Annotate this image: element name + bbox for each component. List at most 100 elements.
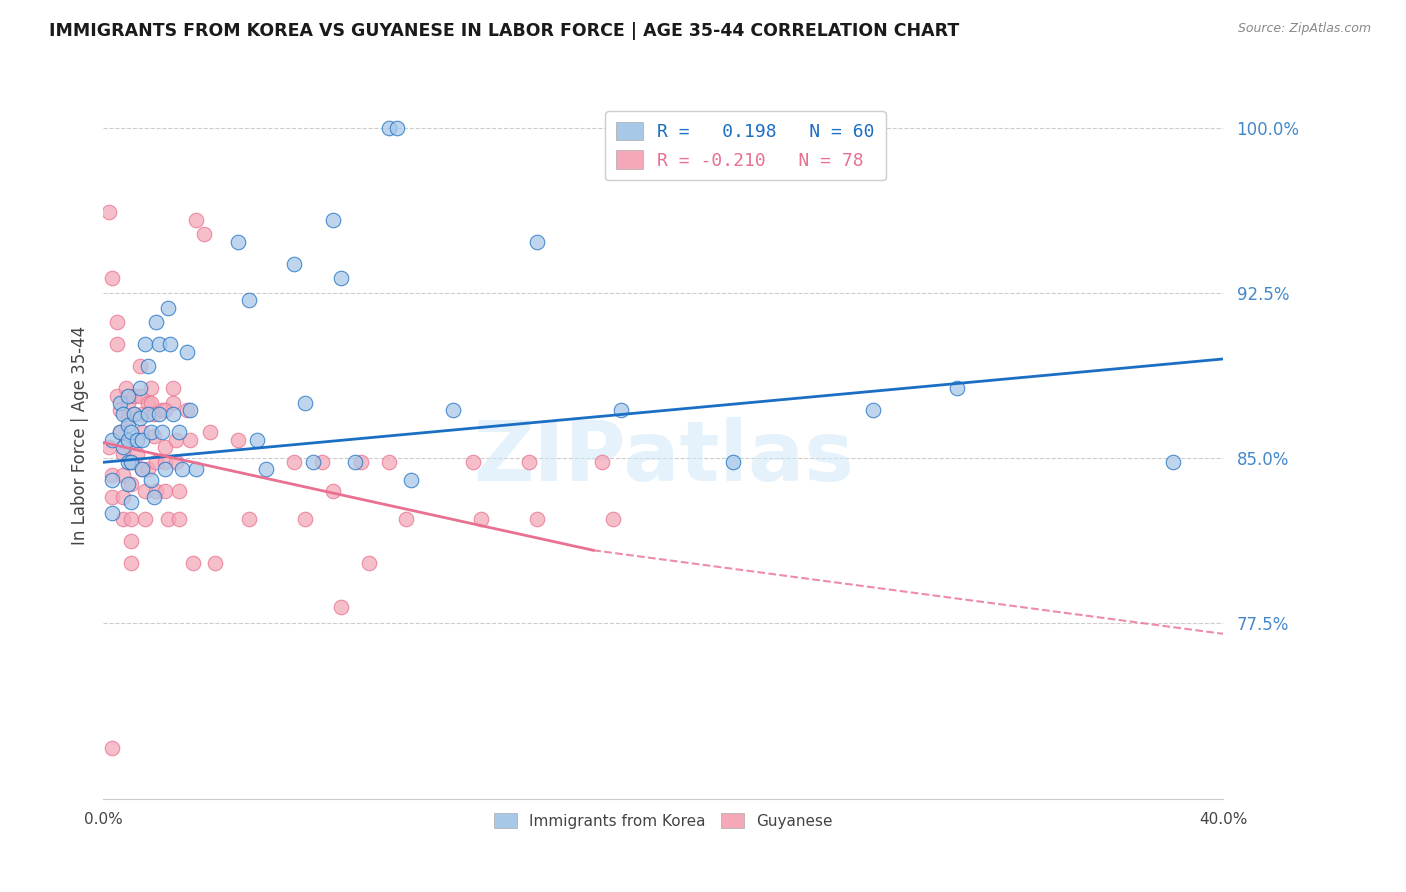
Point xyxy=(117,389,139,403)
Point xyxy=(602,512,624,526)
Point xyxy=(134,483,156,498)
Point xyxy=(120,557,142,571)
Point xyxy=(111,440,134,454)
Point xyxy=(470,512,492,526)
Point xyxy=(97,440,120,454)
Point xyxy=(294,396,316,410)
Point xyxy=(131,434,153,448)
Point xyxy=(526,235,548,250)
Point xyxy=(165,455,187,469)
Point xyxy=(294,512,316,526)
Point xyxy=(145,314,167,328)
Point xyxy=(122,389,145,403)
Point xyxy=(142,491,165,505)
Point xyxy=(108,425,131,439)
Point xyxy=(131,462,153,476)
Point xyxy=(162,407,184,421)
Point xyxy=(204,557,226,571)
Point xyxy=(117,417,139,432)
Point xyxy=(111,491,134,505)
Point xyxy=(238,512,260,526)
Point xyxy=(441,402,464,417)
Point xyxy=(150,402,173,417)
Point xyxy=(179,434,201,448)
Point xyxy=(153,440,176,454)
Point xyxy=(226,235,249,250)
Point xyxy=(134,512,156,526)
Point xyxy=(131,425,153,439)
Point xyxy=(100,741,122,756)
Point xyxy=(100,468,122,483)
Point xyxy=(399,473,422,487)
Point xyxy=(862,402,884,417)
Point xyxy=(145,483,167,498)
Point xyxy=(100,434,122,448)
Point xyxy=(111,512,134,526)
Point xyxy=(120,455,142,469)
Point xyxy=(120,495,142,509)
Point xyxy=(176,402,198,417)
Point xyxy=(165,434,187,448)
Point xyxy=(378,120,401,135)
Point xyxy=(120,512,142,526)
Point xyxy=(344,455,367,469)
Point xyxy=(387,120,409,135)
Point xyxy=(136,396,159,410)
Point xyxy=(100,270,122,285)
Point xyxy=(302,455,325,469)
Point xyxy=(184,462,207,476)
Point xyxy=(97,204,120,219)
Point xyxy=(100,506,122,520)
Point xyxy=(461,455,484,469)
Point xyxy=(114,380,136,394)
Point xyxy=(111,468,134,483)
Point xyxy=(145,455,167,469)
Point xyxy=(526,512,548,526)
Point xyxy=(330,600,353,615)
Point xyxy=(128,389,150,403)
Point xyxy=(108,396,131,410)
Point xyxy=(125,434,148,448)
Point xyxy=(167,483,190,498)
Point xyxy=(142,407,165,421)
Point xyxy=(159,336,181,351)
Point xyxy=(128,411,150,425)
Point xyxy=(246,434,269,448)
Point xyxy=(136,462,159,476)
Point xyxy=(946,380,969,394)
Point xyxy=(117,411,139,425)
Text: ZIPatlas: ZIPatlas xyxy=(472,417,853,498)
Point xyxy=(105,314,128,328)
Point xyxy=(128,380,150,394)
Point xyxy=(162,396,184,410)
Point xyxy=(122,407,145,421)
Point xyxy=(108,402,131,417)
Point xyxy=(139,396,162,410)
Point xyxy=(378,455,401,469)
Point xyxy=(153,402,176,417)
Legend: Immigrants from Korea, Guyanese: Immigrants from Korea, Guyanese xyxy=(488,806,838,835)
Point xyxy=(148,336,170,351)
Point xyxy=(150,425,173,439)
Point xyxy=(117,477,139,491)
Point xyxy=(153,462,176,476)
Point xyxy=(162,380,184,394)
Point xyxy=(128,359,150,373)
Point xyxy=(122,407,145,421)
Point xyxy=(108,425,131,439)
Point xyxy=(254,462,277,476)
Point xyxy=(238,293,260,307)
Point xyxy=(117,434,139,448)
Point xyxy=(167,512,190,526)
Point xyxy=(283,257,305,271)
Point xyxy=(131,407,153,421)
Point xyxy=(184,213,207,227)
Point xyxy=(153,483,176,498)
Point xyxy=(139,473,162,487)
Point xyxy=(148,407,170,421)
Point xyxy=(131,462,153,476)
Point xyxy=(1161,455,1184,469)
Point xyxy=(226,434,249,448)
Point xyxy=(193,227,215,241)
Point xyxy=(105,389,128,403)
